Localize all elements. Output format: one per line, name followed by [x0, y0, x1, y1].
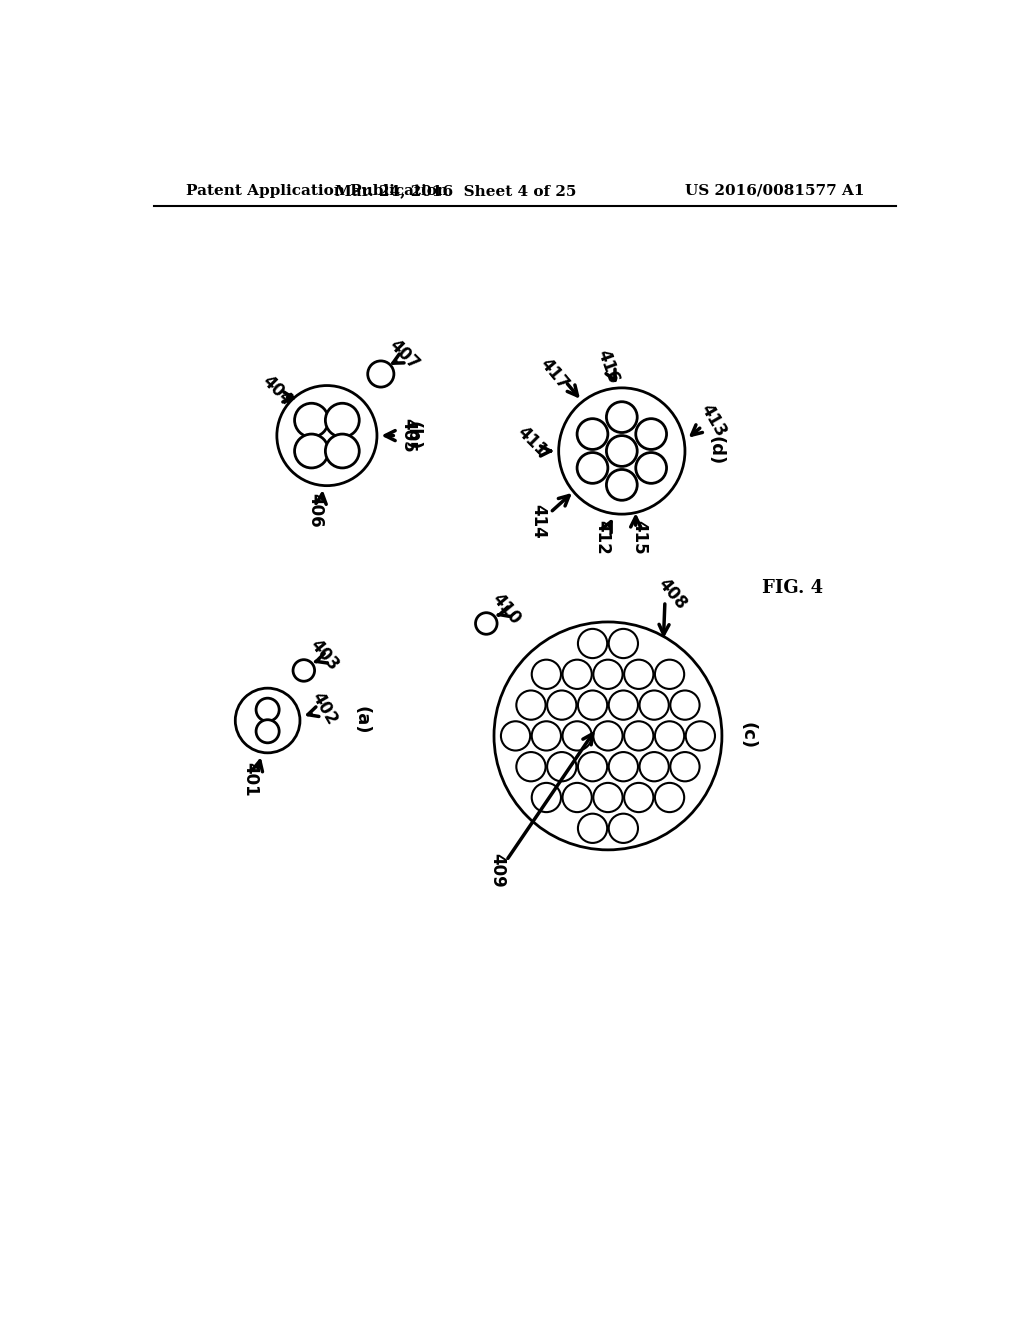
- Circle shape: [578, 418, 608, 450]
- Text: 410: 410: [488, 590, 524, 628]
- Text: 405: 405: [398, 418, 417, 453]
- Text: 404: 404: [258, 372, 296, 409]
- Text: (b): (b): [403, 421, 422, 450]
- Circle shape: [547, 690, 577, 719]
- Circle shape: [686, 721, 715, 751]
- Circle shape: [494, 622, 722, 850]
- Circle shape: [236, 688, 300, 752]
- Text: 417: 417: [536, 355, 572, 393]
- Circle shape: [295, 404, 329, 437]
- Circle shape: [578, 813, 607, 843]
- Circle shape: [578, 690, 607, 719]
- Text: Mar. 24, 2016  Sheet 4 of 25: Mar. 24, 2016 Sheet 4 of 25: [335, 183, 577, 198]
- Text: FIG. 4: FIG. 4: [762, 579, 823, 598]
- Circle shape: [559, 388, 685, 513]
- Circle shape: [256, 719, 280, 743]
- Circle shape: [640, 690, 669, 719]
- Circle shape: [593, 721, 623, 751]
- Circle shape: [256, 698, 280, 721]
- Circle shape: [562, 783, 592, 812]
- Circle shape: [547, 752, 577, 781]
- Text: 415: 415: [630, 520, 648, 554]
- Circle shape: [608, 628, 638, 659]
- Circle shape: [475, 612, 497, 635]
- Circle shape: [606, 436, 637, 466]
- Circle shape: [516, 752, 546, 781]
- Circle shape: [593, 783, 623, 812]
- Circle shape: [578, 453, 608, 483]
- Text: 409: 409: [488, 853, 506, 887]
- Circle shape: [531, 721, 561, 751]
- Circle shape: [671, 690, 699, 719]
- Circle shape: [516, 690, 546, 719]
- Circle shape: [368, 360, 394, 387]
- Circle shape: [593, 660, 623, 689]
- Text: 412: 412: [593, 520, 610, 554]
- Circle shape: [655, 721, 684, 751]
- Circle shape: [501, 721, 530, 751]
- Circle shape: [655, 660, 684, 689]
- Text: 407: 407: [385, 337, 423, 374]
- Text: (d): (d): [707, 437, 725, 466]
- Circle shape: [671, 752, 699, 781]
- Circle shape: [606, 401, 637, 433]
- Circle shape: [608, 813, 638, 843]
- Circle shape: [636, 418, 667, 450]
- Text: 411: 411: [514, 424, 551, 461]
- Text: 414: 414: [529, 504, 548, 539]
- Text: 416: 416: [594, 347, 623, 385]
- Text: (a): (a): [352, 706, 371, 735]
- Text: 413: 413: [697, 401, 730, 440]
- Circle shape: [326, 404, 359, 437]
- Circle shape: [625, 783, 653, 812]
- Circle shape: [578, 752, 607, 781]
- Circle shape: [293, 660, 314, 681]
- Circle shape: [562, 721, 592, 751]
- Circle shape: [276, 385, 377, 486]
- Text: 402: 402: [308, 689, 341, 727]
- Circle shape: [531, 660, 561, 689]
- Circle shape: [640, 752, 669, 781]
- Circle shape: [578, 628, 607, 659]
- Circle shape: [608, 752, 638, 781]
- Circle shape: [562, 660, 592, 689]
- Circle shape: [655, 783, 684, 812]
- Text: (c): (c): [739, 722, 757, 750]
- Circle shape: [295, 434, 329, 469]
- Circle shape: [636, 453, 667, 483]
- Circle shape: [606, 470, 637, 500]
- Circle shape: [531, 783, 561, 812]
- Circle shape: [326, 434, 359, 469]
- Circle shape: [625, 721, 653, 751]
- Circle shape: [608, 690, 638, 719]
- Circle shape: [625, 660, 653, 689]
- Text: 406: 406: [306, 492, 325, 528]
- Text: US 2016/0081577 A1: US 2016/0081577 A1: [685, 183, 864, 198]
- Text: 403: 403: [306, 636, 343, 675]
- Text: Patent Application Publication: Patent Application Publication: [186, 183, 449, 198]
- Text: 408: 408: [654, 576, 690, 614]
- Text: 401: 401: [241, 763, 259, 797]
